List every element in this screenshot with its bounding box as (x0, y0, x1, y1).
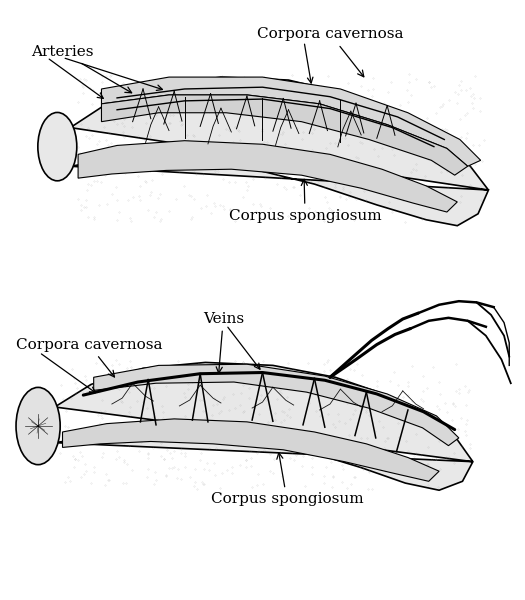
Polygon shape (101, 77, 481, 166)
Ellipse shape (38, 112, 77, 181)
Text: Corpus spongiosum: Corpus spongiosum (211, 453, 363, 506)
Polygon shape (55, 362, 473, 490)
Text: Arteries: Arteries (32, 45, 132, 93)
Text: Veins: Veins (203, 311, 244, 373)
Text: Corpora cavernosa: Corpora cavernosa (16, 338, 162, 377)
Ellipse shape (16, 388, 60, 464)
Text: Corpus spongiosum: Corpus spongiosum (229, 179, 381, 223)
Polygon shape (78, 140, 457, 212)
Polygon shape (62, 419, 439, 481)
Polygon shape (93, 364, 459, 446)
Polygon shape (70, 77, 488, 226)
Text: Corpora cavernosa: Corpora cavernosa (257, 28, 404, 77)
Polygon shape (101, 95, 468, 175)
